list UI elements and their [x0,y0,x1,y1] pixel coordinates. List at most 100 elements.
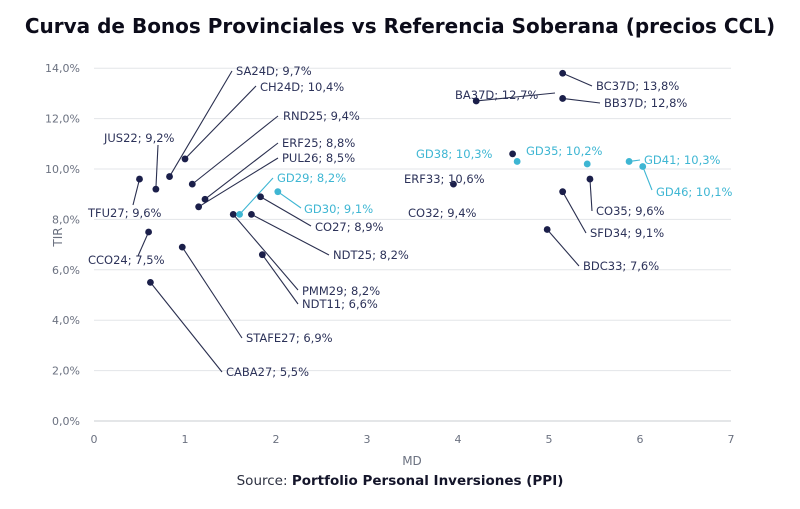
source-note: Source: Portfolio Personal Inversiones (… [0,473,800,489]
label-bb37d: BB37D; 12,8% [604,96,687,110]
label-bdc33: BDC33; 7,6% [583,259,659,273]
leader-line-cco24 [137,231,150,257]
label-gd46: GD46; 10,1% [656,185,733,199]
label-gd41: GD41; 10,3% [644,153,721,167]
label-erf25: ERF25; 8,8% [282,136,355,150]
leader-line-ndt11 [261,254,299,305]
point-ndt11 [258,251,266,259]
label-co27: CO27; 8,9% [315,220,384,234]
label-co35: CO35; 9,6% [596,204,665,218]
label-sa24d: SA24D; 9,7% [236,64,312,78]
y-axis-ticks: 0,0% 2,0% 4,0% 6,0% 8,0% 10,0% 12,0% 14,0% [45,62,80,428]
point-erf25 [201,195,209,203]
label-ch24d: CH24D; 10,4% [260,80,344,94]
label-rnd25: RND25; 9,4% [283,109,360,123]
leader-line-bdc33 [546,229,580,267]
x-tick-label: 0 [91,433,98,446]
point-gd38 [513,158,521,165]
point-pmm29 [229,210,237,218]
point-gd29 [236,210,244,218]
leader-line-caba27 [149,282,223,373]
label-erf33: ERF33; 10,6% [404,172,485,186]
leader-line-ch24d [184,85,257,160]
point-sfd34 [559,188,567,196]
leader-line-tfu27 [132,178,141,206]
y-tick-label: 0,0% [52,415,80,428]
leader-line-co35 [589,179,593,212]
label-ndt25: NDT25; 8,2% [333,248,409,262]
x-tick-label: 5 [546,433,553,446]
point-rnd25 [188,180,196,188]
label-tfu27: TFU27; 9,6% [87,206,162,220]
data-labels: SA24D; 9,7% CH24D; 10,4% JUS22; 9,2% RND25;… [87,64,733,379]
x-tick-label: 3 [364,433,371,446]
point-gd35 [583,160,591,168]
point-gd41 [625,158,633,165]
point-bb37d [559,95,567,102]
point-caba27 [147,279,154,286]
label-pmm29: PMM29; 8,2% [302,284,380,298]
data-points [136,69,647,286]
label-gd35: GD35; 10,2% [526,144,603,158]
leader-line-stafe27 [181,246,243,339]
label-co32: CO32; 9,4% [408,206,477,220]
point-sa24d [166,173,173,180]
leader-line-pul26 [198,157,279,208]
y-tick-label: 6,0% [52,264,80,277]
label-gd38: GD38; 10,3% [416,147,493,161]
y-tick-label: 8,0% [52,213,80,226]
leader-line-erf25 [204,142,279,200]
point-ch24d [181,155,189,163]
label-sfd34: SFD34; 9,1% [590,226,664,240]
point-co35 [586,175,594,183]
y-tick-label: 10,0% [45,163,80,176]
leader-line-sfd34 [562,191,587,234]
label-cco24: CCO24; 7,5% [88,253,165,267]
y-tick-label: 12,0% [45,113,80,126]
y-tick-label: 4,0% [52,314,80,327]
point-co32 [450,180,457,188]
leader-line-gd46 [642,166,653,191]
x-tick-label: 6 [637,433,644,446]
label-stafe27: STAFE27; 6,9% [246,331,333,345]
point-co27 [257,193,264,201]
leader-line-gd29 [239,177,274,215]
leader-line-jus22 [155,144,159,190]
point-ndt25 [248,210,255,218]
label-jus22: JUS22; 9,2% [103,131,175,145]
leader-lines [132,70,653,373]
point-gd30 [274,188,282,196]
point-ba37d [472,97,480,105]
source-name: Portfolio Personal Inversiones (PPI) [291,473,564,489]
x-tick-label: 4 [455,433,462,446]
label-caba27: CABA27; 5,5% [226,365,309,379]
point-stafe27 [178,243,186,251]
leader-line-rnd25 [191,115,279,185]
y-tick-label: 14,0% [45,62,80,75]
leader-line-ba37d [476,92,556,102]
grid-lines [94,67,731,422]
point-erf33 [509,150,516,158]
point-bdc33 [543,226,551,233]
leader-line-co27 [260,196,312,227]
leader-line-sa24d [169,70,233,177]
label-ba37d: BA37D; 12,7% [455,88,538,102]
point-pul26 [195,203,203,211]
y-axis-label: TIR [51,227,65,247]
point-bc37d [559,69,567,77]
label-bc37d: BC37D; 13,8% [596,79,679,93]
leader-line-bc37d [562,72,593,87]
leader-line-gd30 [277,191,302,209]
point-cco24 [145,228,153,236]
x-axis-ticks: 0 1 2 3 4 5 6 7 [91,433,735,446]
x-tick-label: 7 [728,433,735,446]
source-prefix: Source: [236,473,292,489]
label-pul26: PUL26; 8,5% [282,151,355,165]
chart-title: Curva de Bonos Provinciales vs Referenci… [24,14,776,38]
x-tick-label: 1 [182,433,189,446]
point-gd46 [639,163,647,170]
x-axis-label: MD [402,454,422,468]
point-tfu27 [136,175,143,183]
point-jus22 [152,185,160,193]
